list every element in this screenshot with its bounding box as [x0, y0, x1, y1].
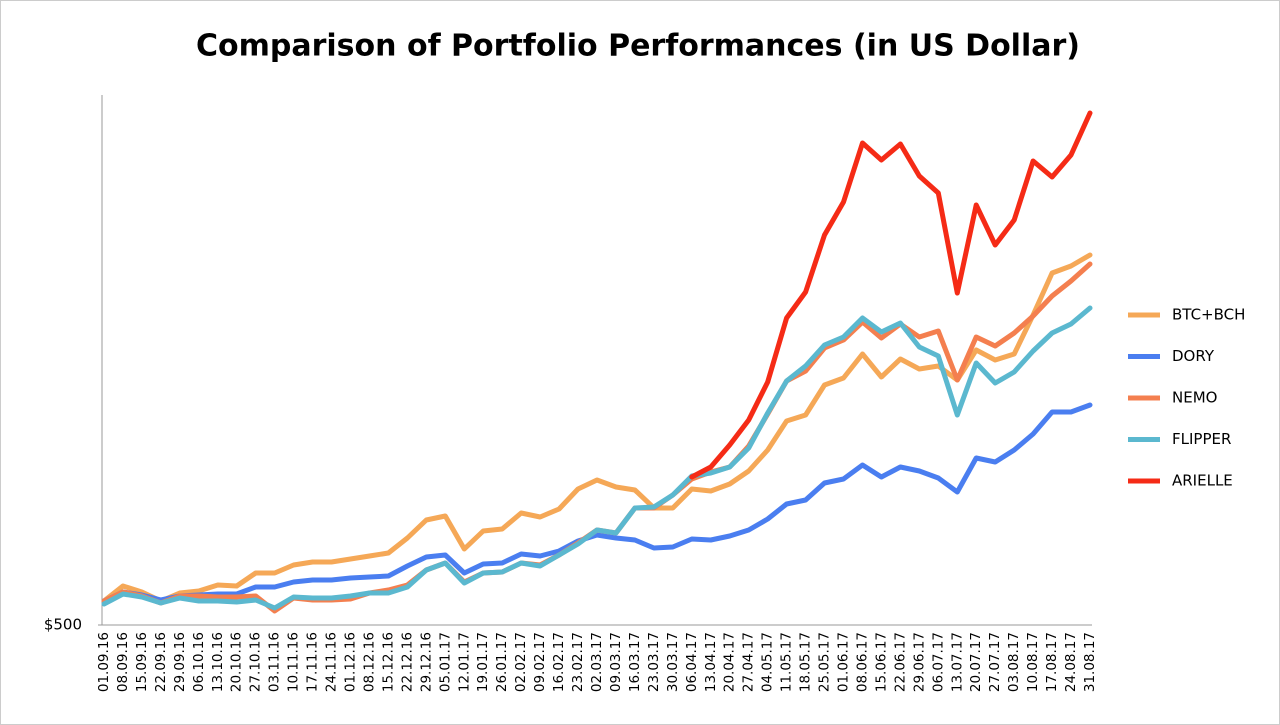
x-tick-label: 23.02.17: [570, 632, 586, 692]
x-tick-label: 10.11.16: [286, 632, 302, 692]
legend-label: FLIPPER: [1172, 430, 1231, 448]
x-tick-label: 20.07.17: [968, 632, 984, 692]
x-tick-label: 27.04.17: [741, 632, 757, 692]
x-tick-label: 01.06.17: [836, 632, 852, 692]
x-tick-label: 13.04.17: [703, 632, 719, 692]
x-tick-label: 11.05.17: [779, 632, 795, 692]
x-tick-label: 08.09.16: [115, 632, 131, 692]
x-tick-label: 22.06.17: [892, 632, 908, 692]
x-tick-label: 03.11.16: [267, 632, 283, 692]
x-tick-label: 22.09.16: [153, 632, 169, 692]
x-tick-label: 08.06.17: [854, 632, 870, 692]
y-tick-label: $500: [44, 616, 82, 634]
series-line: [101, 305, 1093, 611]
x-tick-label: 29.06.17: [911, 632, 927, 692]
x-tick-label: 13.10.16: [210, 632, 226, 692]
x-tick-label: 09.03.17: [608, 632, 624, 692]
legend-label: NEMO: [1172, 389, 1217, 407]
x-tick-label: 24.08.17: [1063, 632, 1079, 692]
x-tick-label: 16.03.17: [627, 632, 643, 692]
x-tick-label: 05.01.17: [437, 632, 453, 692]
legend-label: ARIELLE: [1172, 472, 1233, 490]
x-tick-label: 09.02.17: [532, 632, 548, 692]
x-tick-label: 17.08.17: [1044, 632, 1060, 692]
x-tick-label: 26.01.17: [494, 632, 510, 692]
x-tick-label: 13.07.17: [949, 632, 965, 692]
x-tick-label: 17.11.16: [305, 632, 321, 692]
x-tick-label: 16.02.17: [551, 632, 567, 692]
x-tick-label: 15.06.17: [873, 632, 889, 692]
x-tick-label: 29.09.16: [172, 632, 188, 692]
x-tick-label: 10.08.17: [1025, 632, 1041, 692]
x-tick-label: 24.11.16: [324, 632, 340, 692]
x-tick-label: 23.03.17: [646, 632, 662, 692]
x-tick-label: 04.05.17: [760, 632, 776, 692]
legend-label: BTC+BCH: [1172, 306, 1245, 324]
x-tick-label: 01.12.16: [343, 632, 359, 692]
series-line: [689, 110, 1093, 480]
x-tick-label: 20.10.16: [229, 632, 245, 692]
x-tick-label: 22.12.16: [399, 632, 415, 692]
x-tick-label: 25.05.17: [817, 632, 833, 692]
x-tick-label: 30.03.17: [665, 632, 681, 692]
x-tick-label: 06.10.16: [191, 632, 207, 692]
x-tick-label: 08.12.16: [361, 632, 377, 692]
x-tick-label: 15.09.16: [134, 632, 150, 692]
x-tick-label: 19.01.17: [475, 632, 491, 692]
x-tick-label: 03.08.17: [1006, 632, 1022, 692]
x-tick-label: 29.12.16: [418, 632, 434, 692]
x-tick-label: 27.10.16: [248, 632, 264, 692]
x-tick-label: 20.04.17: [722, 632, 738, 692]
x-tick-label: 01.09.16: [96, 632, 112, 692]
x-tick-label: 02.03.17: [589, 632, 605, 692]
x-tick-label: 12.01.17: [456, 632, 472, 692]
x-tick-label: 02.02.17: [513, 632, 529, 692]
series-line: [101, 252, 1093, 604]
x-tick-label: 06.07.17: [930, 632, 946, 692]
x-tick-label: 06.04.17: [684, 632, 700, 692]
chart-title: Comparison of Portfolio Performances (in…: [196, 29, 1080, 64]
legend-label: DORY: [1172, 347, 1215, 365]
x-tick-label: 18.05.17: [798, 632, 814, 692]
x-tick-label: 31.08.17: [1082, 632, 1098, 692]
x-tick-label: 27.07.17: [987, 632, 1003, 692]
x-tick-label: 15.12.16: [380, 632, 396, 692]
series-line: [101, 402, 1093, 604]
